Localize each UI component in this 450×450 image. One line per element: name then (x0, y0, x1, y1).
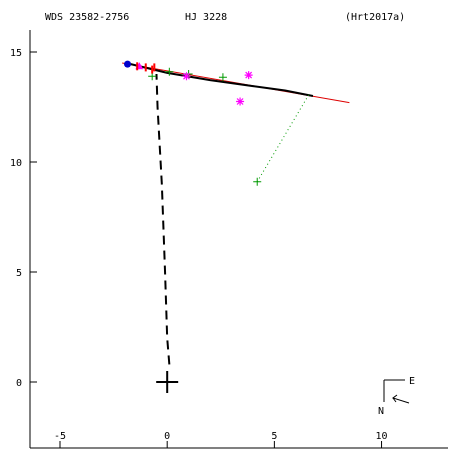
x-tick-label: -5 (54, 431, 66, 442)
y-tick-label: 15 (10, 48, 22, 59)
x-tick-label: 10 (376, 431, 388, 442)
micrometric-point (253, 177, 262, 186)
compass-east-label: E (409, 376, 415, 387)
line-of-nodes (155, 73, 171, 365)
orbit-arc (130, 63, 314, 97)
motion-direction-arrow-icon (391, 394, 410, 404)
reference-label: (Hrt2017a) (345, 12, 405, 23)
y-tick-label: 10 (10, 158, 22, 169)
micrometric-point (165, 67, 174, 76)
interferometric-point (236, 97, 245, 106)
discoverer-label: HJ 3228 (185, 12, 227, 23)
plot-axes (29, 30, 448, 449)
speckle-point (124, 60, 132, 68)
primary-star-marker (156, 371, 179, 393)
interferometric-point (182, 72, 191, 81)
residual-link (256, 94, 310, 183)
plot-series (122, 60, 350, 393)
wds-id-label: WDS 23582-2756 (45, 12, 129, 23)
compass-north-label: N (378, 406, 384, 417)
axis-ticks: -5 0 5 10 0 5 10 15 (10, 48, 388, 448)
interferometric-point (244, 71, 253, 80)
x-tick-label: 0 (164, 431, 170, 442)
compass-rose: E N (378, 376, 415, 417)
x-tick-label: 5 (271, 431, 277, 442)
y-tick-label: 0 (16, 378, 22, 389)
y-tick-label: 5 (16, 268, 22, 279)
micrometric-point (218, 73, 227, 82)
